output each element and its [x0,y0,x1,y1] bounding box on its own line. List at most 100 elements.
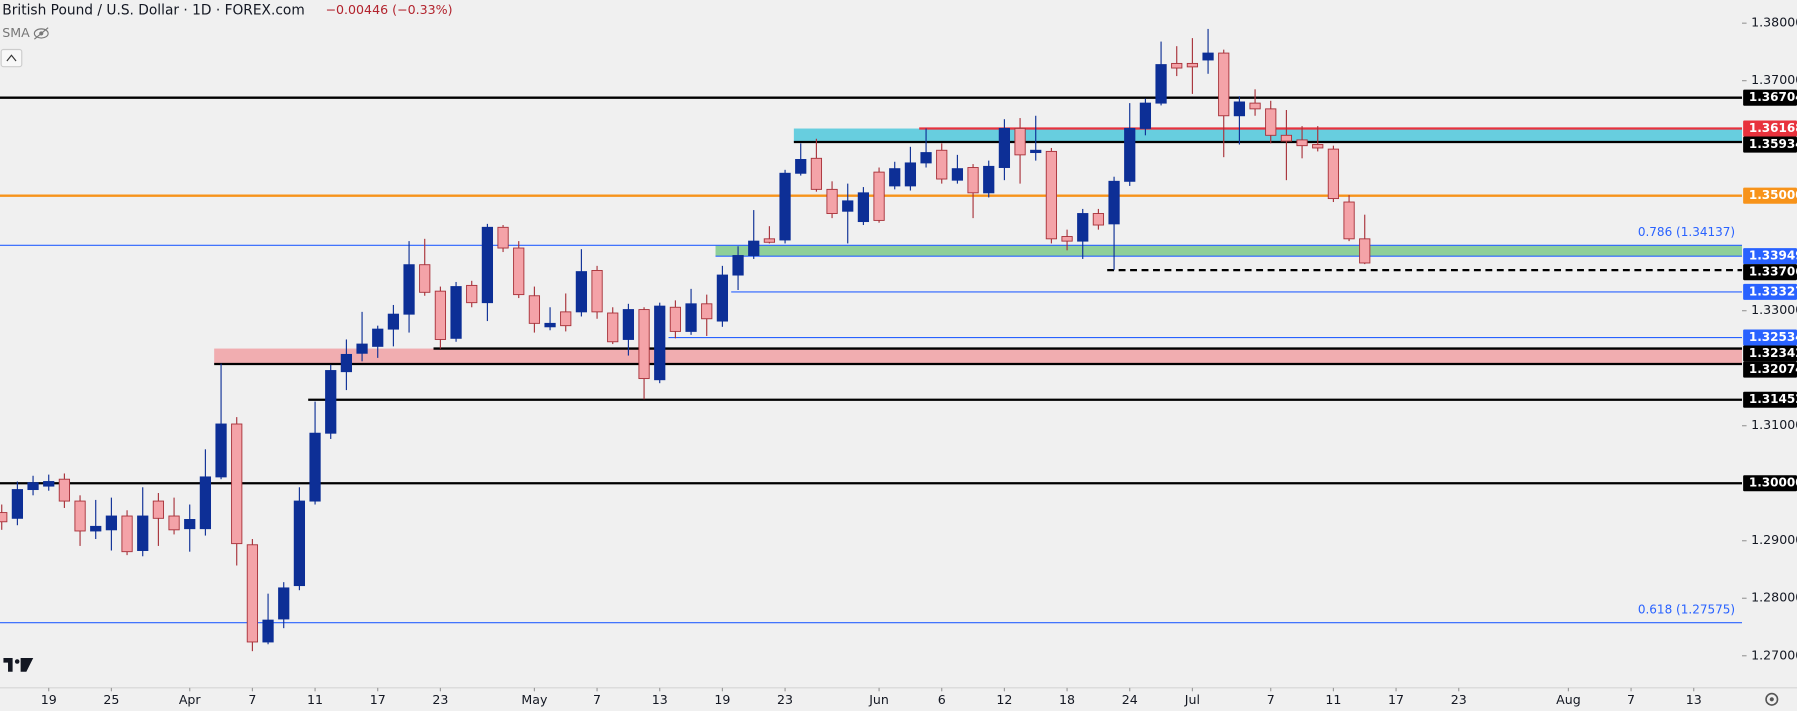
y-tick-label: 1.31000 [1751,417,1797,432]
candle-body-down [513,247,525,296]
y-tick-label: 1.38000 [1751,15,1797,30]
symbol-title[interactable]: British Pound / U.S. Dollar · 1D · FOREX… [2,3,304,19]
candle-body-down [246,544,259,643]
x-tick-label: 19 [41,692,57,707]
collapse-button[interactable] [0,48,23,68]
candle-body-up [1233,101,1246,117]
candle-body-up [356,343,368,354]
price-tag-label: 1.33949 [1749,249,1797,263]
candle-body-down [701,303,713,320]
price-tag [1743,248,1797,265]
candle-body-down [1265,108,1277,136]
price-tag-label: 1.33706 [1749,265,1797,279]
x-tick-label: 23 [777,692,793,707]
visibility-icon[interactable] [33,27,49,40]
candle-body-down [466,284,478,304]
candle-body-up [293,500,306,587]
price-tag-label: 1.35934 [1749,137,1797,151]
x-tick-label: 13 [1686,692,1702,707]
price-tag-label: 1.36168 [1749,121,1797,135]
candle-body-up [1077,213,1089,242]
x-tick-label: Jun [868,692,889,707]
x-tick-label: 23 [432,692,448,707]
price-zone [214,348,1742,364]
candle-body-down [591,269,603,313]
candle-body-up [387,313,400,330]
candle-body-up [748,240,760,256]
indicator-label[interactable]: SMA [2,25,30,40]
candle-body-down [497,226,509,249]
y-tick-label: 1.37000 [1751,72,1797,87]
candle-body-up [90,525,102,532]
price-tag-label: 1.33327 [1749,284,1797,298]
candle-body-down [152,500,165,519]
price-tag-label: 1.32074 [1749,362,1797,376]
candle-body-up [450,286,462,339]
candle-body-down [873,171,885,221]
price-tag [1743,329,1797,346]
candle-body-up [1139,102,1152,129]
plot-area [0,28,1742,652]
candle-body-down [419,264,431,293]
candle-body-up [575,271,588,313]
x-tick-label: 7 [248,692,256,707]
candle-body-up [340,353,353,373]
candle-body-up [795,159,807,174]
candle-body-up [920,152,932,164]
price-tag [1743,120,1797,137]
candle-body-up [732,255,744,276]
x-tick-label: 7 [1267,692,1275,707]
candle-body-down [1218,52,1230,117]
candle-body-up [654,305,666,381]
x-tick-label: May [521,692,548,707]
candle-body-up [622,309,635,340]
candle-body-down [1061,236,1073,242]
candle-body-down [607,312,619,343]
candle-body-up [184,519,196,530]
price-tag [1743,187,1797,204]
price-tag [1743,89,1797,106]
candle-body-down [560,311,572,327]
candle-body-up [544,322,556,328]
x-tick-label: 11 [1325,692,1341,707]
x-tick-label: 6 [938,692,946,707]
candle-body-down [1327,148,1340,200]
candle-body-down [763,238,776,243]
candle-body-up [403,264,415,315]
candle-body-down [1092,213,1105,226]
price-tag [1743,475,1797,492]
price-tag [1743,136,1797,153]
x-tick-label: 17 [370,692,386,707]
x-tick-label: 17 [1388,692,1404,707]
x-tick-label: 24 [1122,692,1138,707]
candle-body-up [716,274,729,322]
candle-body-up [1108,180,1120,225]
x-tick-label: Aug [1556,692,1581,707]
candle-body-down [528,295,541,324]
price-tag-label: 1.35000 [1749,188,1797,202]
candle-body-down [638,309,650,380]
candle-body-down [1249,102,1261,110]
x-tick-label: 12 [996,692,1012,707]
candle-body-up [857,192,870,223]
candle-body-up [262,619,274,643]
candle-body-up [43,481,55,487]
candle-body-up [779,172,791,241]
candle-body-up [215,423,227,478]
candle-body-down [168,515,180,531]
candle-body-down [121,515,133,553]
candle-body-down [74,500,86,532]
candle-body-down [669,306,682,332]
candle-body-up [1155,64,1167,104]
x-tick-label: 7 [593,692,601,707]
candle-body-up [199,476,212,530]
candle-body-up [372,328,384,347]
candle-body-up [842,200,854,212]
price-tag [1743,283,1797,300]
candle-body-down [0,512,8,523]
candle-body-down [826,188,838,214]
candle-body-up [889,168,901,187]
price-tag-label: 1.32534 [1749,330,1797,344]
settings-icon[interactable] [1765,692,1779,706]
x-tick-label: 13 [652,692,668,707]
